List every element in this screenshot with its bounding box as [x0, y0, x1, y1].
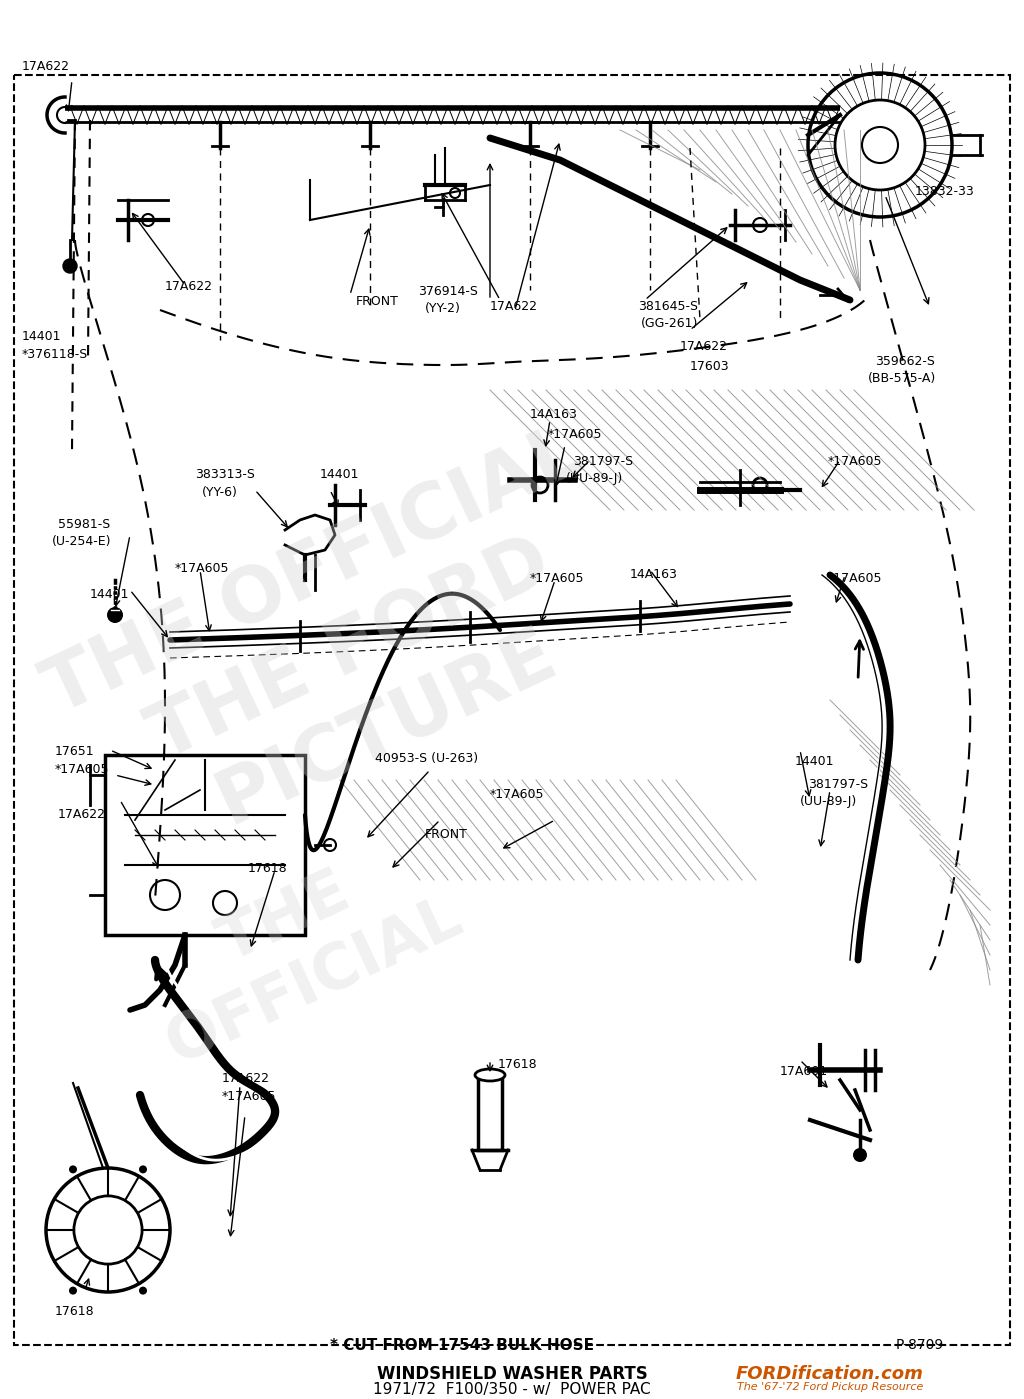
Text: 17A622: 17A622	[680, 340, 728, 353]
Text: 17618: 17618	[248, 862, 288, 874]
Text: 359662-S: 359662-S	[874, 355, 935, 368]
Circle shape	[74, 1196, 142, 1265]
Ellipse shape	[475, 1069, 505, 1081]
Text: 1971/72  F100/350 - w/  POWER PAC: 1971/72 F100/350 - w/ POWER PAC	[373, 1382, 651, 1398]
Text: The '67-'72 Ford Pickup Resource: The '67-'72 Ford Pickup Resource	[737, 1382, 924, 1392]
Text: 17651: 17651	[55, 746, 94, 758]
Text: *17A605: *17A605	[828, 455, 883, 469]
Text: * CUT FROM 17543 BULK HOSE: * CUT FROM 17543 BULK HOSE	[330, 1337, 594, 1353]
Text: (YY-6): (YY-6)	[202, 485, 238, 499]
Text: (GG-261): (GG-261)	[641, 318, 698, 330]
Text: *17A605: *17A605	[175, 562, 229, 575]
Text: P-8709: P-8709	[896, 1337, 944, 1351]
Text: 17A622: 17A622	[22, 60, 70, 73]
Text: 383313-S: 383313-S	[195, 469, 255, 481]
Text: 17A622: 17A622	[58, 809, 106, 821]
Text: (BB-575-A): (BB-575-A)	[868, 372, 936, 385]
Text: 40953-S (U-263): 40953-S (U-263)	[375, 753, 478, 765]
Text: *17A605: *17A605	[222, 1090, 276, 1102]
Text: 14A163: 14A163	[630, 568, 678, 581]
Bar	[105, 755, 305, 935]
Text: *17A605: *17A605	[530, 572, 585, 585]
Text: (UU-89-J): (UU-89-J)	[566, 471, 624, 485]
Text: 17618: 17618	[55, 1305, 94, 1318]
Circle shape	[69, 1287, 77, 1294]
Text: 14A163: 14A163	[530, 409, 578, 421]
Circle shape	[106, 607, 123, 623]
Circle shape	[69, 1165, 77, 1174]
Text: 17A601: 17A601	[780, 1065, 828, 1079]
Text: 17A622: 17A622	[490, 299, 538, 313]
Circle shape	[63, 259, 77, 273]
Text: 381645-S: 381645-S	[638, 299, 698, 313]
Text: 55981-S: 55981-S	[58, 518, 111, 532]
Text: *17A605: *17A605	[548, 428, 602, 441]
Text: FORDification.com: FORDification.com	[736, 1365, 924, 1384]
Text: *376118-S: *376118-S	[22, 348, 88, 361]
Text: (U-254-E): (U-254-E)	[52, 534, 112, 548]
Text: *17A605: *17A605	[55, 762, 110, 776]
Text: 381797-S: 381797-S	[573, 455, 633, 469]
Circle shape	[862, 127, 898, 164]
Text: WINDSHIELD WASHER PARTS: WINDSHIELD WASHER PARTS	[377, 1365, 647, 1384]
Circle shape	[835, 99, 925, 190]
Text: 13832-33: 13832-33	[915, 185, 975, 199]
Circle shape	[139, 1165, 147, 1174]
Circle shape	[853, 1149, 867, 1163]
Text: 376914-S: 376914-S	[418, 285, 478, 298]
Text: 14401: 14401	[90, 588, 129, 602]
Text: 14401: 14401	[22, 330, 61, 343]
Text: 14401: 14401	[319, 469, 359, 481]
Text: *17A605: *17A605	[490, 788, 545, 802]
Circle shape	[139, 1287, 147, 1294]
Text: THE OFFICIAL
THE FORD
PICTURE: THE OFFICIAL THE FORD PICTURE	[34, 416, 667, 884]
Text: (YY-2): (YY-2)	[425, 302, 461, 315]
Text: FRONT: FRONT	[425, 828, 468, 841]
Text: 14401: 14401	[795, 755, 835, 768]
Text: 17603: 17603	[690, 360, 730, 374]
Text: FRONT: FRONT	[356, 295, 399, 308]
Text: 17A622: 17A622	[165, 280, 213, 292]
Bar	[478, 1074, 502, 1150]
Text: (UU-89-J): (UU-89-J)	[800, 795, 857, 809]
Text: 17A622: 17A622	[222, 1072, 270, 1086]
Text: 381797-S: 381797-S	[808, 778, 868, 790]
Text: THE
OFFICIAL: THE OFFICIAL	[128, 824, 472, 1076]
Text: 17618: 17618	[498, 1058, 538, 1072]
Text: *17A605: *17A605	[828, 572, 883, 585]
